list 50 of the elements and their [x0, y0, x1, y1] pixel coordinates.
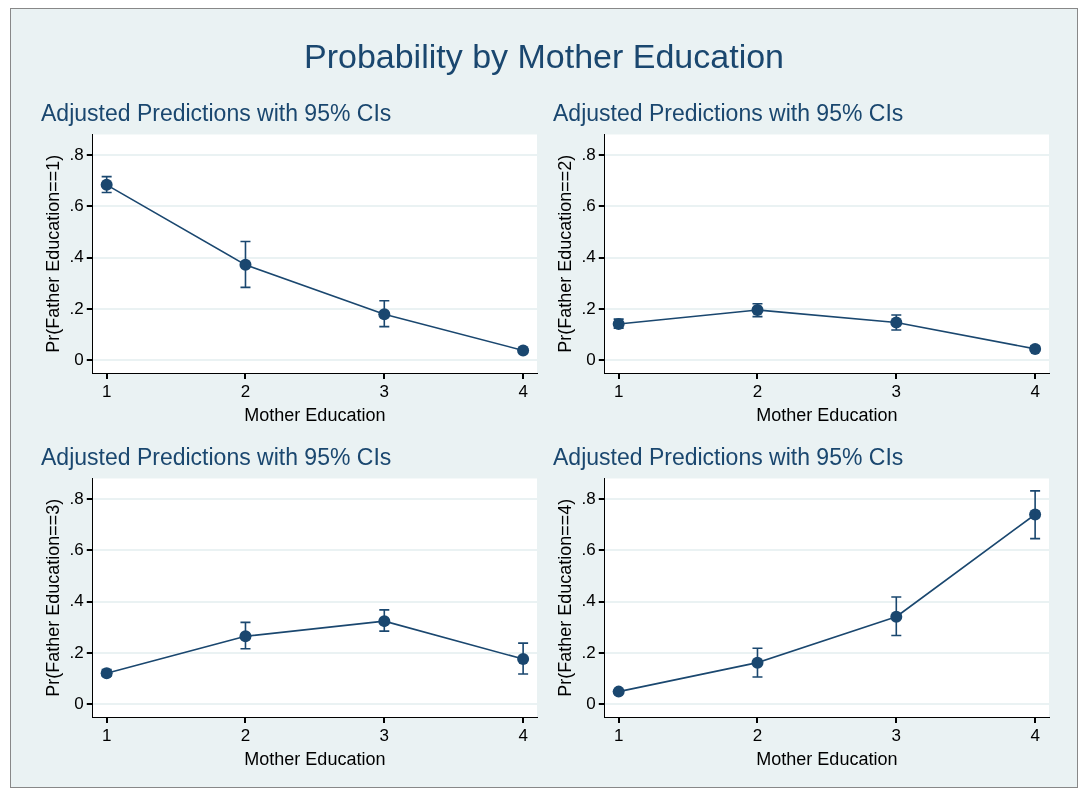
x-tick-label: 2 — [752, 381, 763, 401]
x-tick-label: 3 — [379, 381, 390, 401]
y-tick-label: .8 — [581, 144, 596, 164]
x-axis-title: Mother Education — [244, 405, 386, 426]
x-tick-label: 1 — [101, 381, 112, 401]
y-tick-label: .6 — [581, 196, 596, 216]
y-axis-title: Pr(Father Education==2) — [554, 154, 575, 353]
y-tick-label: .4 — [581, 591, 596, 611]
y-tick-label: .4 — [69, 247, 84, 267]
y-tick-label: .6 — [69, 196, 84, 216]
x-tick-label: 1 — [613, 381, 624, 401]
x-axis-title: Mother Education — [244, 749, 386, 770]
chart-title: Adjusted Predictions with 95% CIs — [41, 100, 392, 127]
x-tick-label: 4 — [518, 381, 528, 401]
y-axis-title: Pr(Father Education==3) — [42, 498, 63, 697]
x-tick-label: 4 — [1030, 381, 1040, 401]
y-tick-label: 0 — [586, 693, 596, 713]
point — [612, 685, 625, 698]
x-tick-label: 3 — [891, 381, 902, 401]
x-tick-label: 3 — [891, 725, 902, 745]
y-tick-label: .2 — [69, 298, 84, 318]
x-tick-label: 1 — [101, 725, 112, 745]
y-tick-label: .2 — [581, 298, 596, 318]
x-tick-label: 4 — [518, 725, 528, 745]
x-tick-label: 3 — [379, 725, 390, 745]
y-tick-label: .2 — [69, 642, 84, 662]
x-tick-label: 1 — [613, 725, 624, 745]
y-tick-label: .6 — [581, 540, 596, 560]
y-axis-title: Pr(Father Education==4) — [554, 498, 575, 697]
y-tick-label: .8 — [69, 144, 84, 164]
y-tick-label: 0 — [74, 349, 84, 369]
x-tick-label: 2 — [240, 381, 251, 401]
y-tick-label: .8 — [69, 488, 84, 508]
x-tick-label: 4 — [1030, 725, 1040, 745]
y-tick-label: .4 — [69, 591, 84, 611]
y-tick-label: 0 — [586, 349, 596, 369]
y-tick-label: 0 — [74, 693, 84, 713]
text: Probability by Mother Education — [302, 37, 785, 76]
y-axis-title: Pr(Father Education==1) — [42, 154, 63, 353]
chart-title: Adjusted Predictions with 95% CIs — [553, 444, 904, 471]
y-tick-label: .4 — [581, 247, 596, 267]
y-tick-label: .6 — [69, 540, 84, 560]
x-tick-label: 2 — [240, 725, 251, 745]
x-tick-label: 2 — [752, 725, 763, 745]
chart-title: Adjusted Predictions with 95% CIs — [41, 444, 392, 471]
y-tick-label: .8 — [581, 488, 596, 508]
x-axis-title: Mother Education — [756, 749, 898, 770]
x-axis-title: Mother Education — [756, 405, 898, 426]
y-tick-label: .2 — [581, 642, 596, 662]
chart-title: Adjusted Predictions with 95% CIs — [553, 100, 904, 127]
